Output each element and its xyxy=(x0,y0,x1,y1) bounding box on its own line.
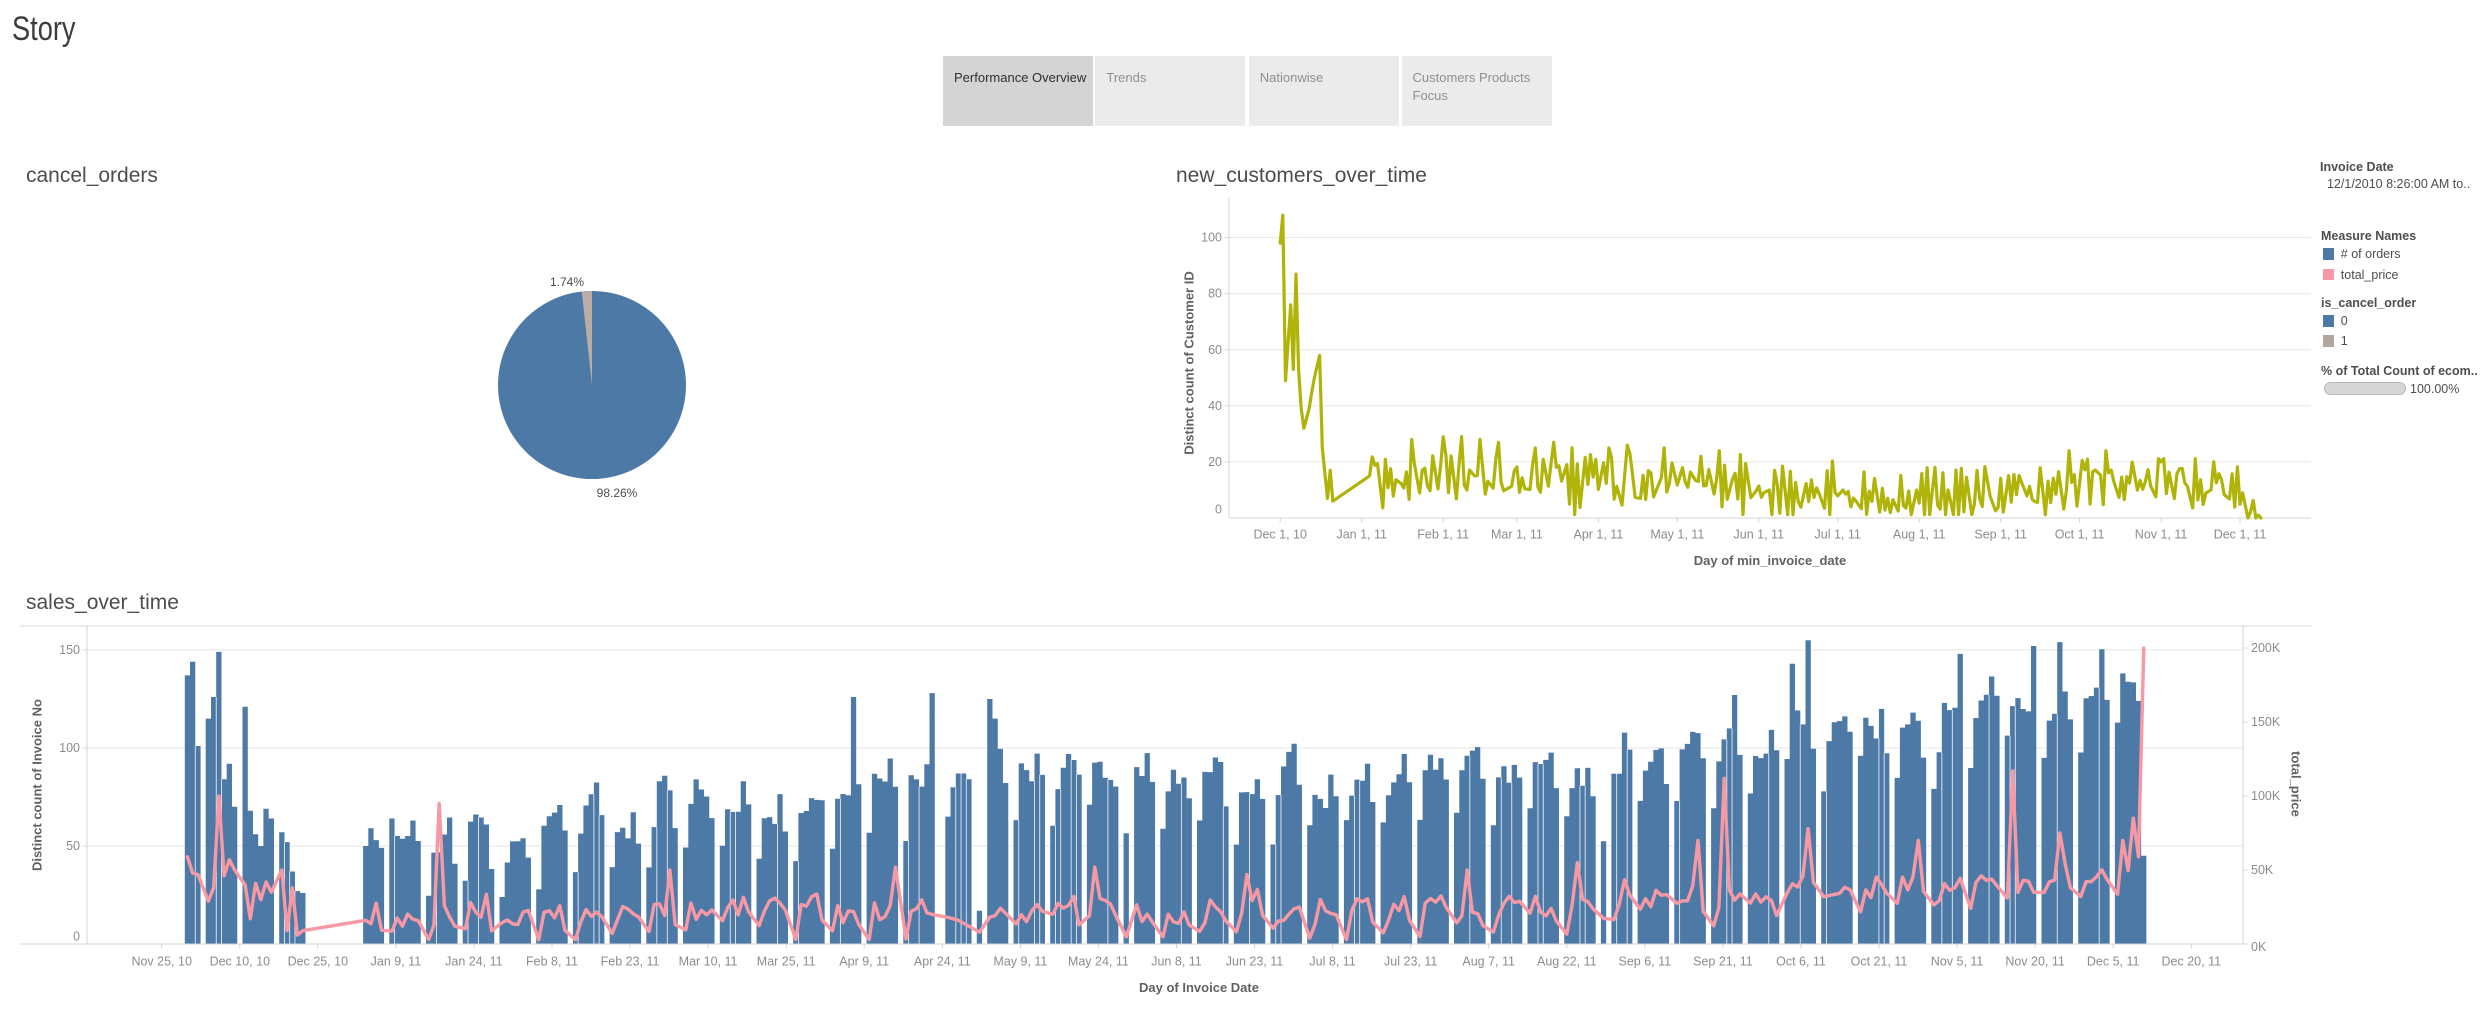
svg-text:Jul 1, 11: Jul 1, 11 xyxy=(1815,528,1861,542)
svg-text:Oct 21, 11: Oct 21, 11 xyxy=(1851,955,1908,969)
svg-text:0: 0 xyxy=(1215,503,1222,517)
svg-text:Feb 1, 11: Feb 1, 11 xyxy=(1417,528,1469,542)
svg-text:Dec 5, 11: Dec 5, 11 xyxy=(2087,955,2140,969)
svg-text:Nov 20, 11: Nov 20, 11 xyxy=(2005,955,2065,969)
svg-text:Aug 22, 11: Aug 22, 11 xyxy=(1537,955,1597,969)
svg-text:60: 60 xyxy=(1208,343,1222,357)
svg-text:20: 20 xyxy=(1208,455,1222,469)
svg-text:Dec 1, 11: Dec 1, 11 xyxy=(2214,528,2267,542)
svg-text:Jun 23, 11: Jun 23, 11 xyxy=(1226,955,1284,969)
svg-text:Apr 9, 11: Apr 9, 11 xyxy=(839,955,889,969)
svg-text:Sep 6, 11: Sep 6, 11 xyxy=(1619,955,1672,969)
svg-text:Nov 5, 11: Nov 5, 11 xyxy=(1931,955,1984,969)
svg-text:May 9, 11: May 9, 11 xyxy=(993,955,1047,969)
svg-text:0K: 0K xyxy=(2251,940,2267,954)
svg-text:Jan 1, 11: Jan 1, 11 xyxy=(1336,528,1387,542)
svg-text:Apr 1, 11: Apr 1, 11 xyxy=(1573,528,1623,542)
svg-text:Jul 8, 11: Jul 8, 11 xyxy=(1309,955,1355,969)
svg-text:Mar 10, 11: Mar 10, 11 xyxy=(679,955,738,969)
svg-text:May 24, 11: May 24, 11 xyxy=(1068,955,1129,969)
svg-text:80: 80 xyxy=(1208,287,1222,301)
svg-text:Dec 25, 10: Dec 25, 10 xyxy=(288,955,349,969)
svg-text:Mar 25, 11: Mar 25, 11 xyxy=(757,955,816,969)
svg-text:Feb 8, 11: Feb 8, 11 xyxy=(526,955,578,969)
svg-text:150: 150 xyxy=(59,643,80,657)
svg-text:Mar 1, 11: Mar 1, 11 xyxy=(1491,528,1543,542)
svg-text:50: 50 xyxy=(66,839,80,853)
svg-text:Jun 1, 11: Jun 1, 11 xyxy=(1734,528,1785,542)
svg-text:Sep 21, 11: Sep 21, 11 xyxy=(1693,955,1753,969)
svg-text:Jan 24, 11: Jan 24, 11 xyxy=(445,955,503,969)
svg-text:Oct 1, 11: Oct 1, 11 xyxy=(2055,528,2105,542)
svg-text:Nov 25, 10: Nov 25, 10 xyxy=(131,955,192,969)
svg-text:50K: 50K xyxy=(2251,863,2274,877)
svg-text:100: 100 xyxy=(1201,231,1222,245)
svg-text:Dec 20, 11: Dec 20, 11 xyxy=(2162,955,2222,969)
svg-text:200K: 200K xyxy=(2251,641,2281,655)
svg-text:Feb 23, 11: Feb 23, 11 xyxy=(601,955,660,969)
svg-text:Sep 1, 11: Sep 1, 11 xyxy=(1974,528,2027,542)
svg-text:Apr 24, 11: Apr 24, 11 xyxy=(914,955,971,969)
svg-text:Aug 7, 11: Aug 7, 11 xyxy=(1462,955,1515,969)
svg-text:100K: 100K xyxy=(2251,789,2281,803)
svg-text:40: 40 xyxy=(1208,399,1222,413)
svg-text:Oct 6, 11: Oct 6, 11 xyxy=(1776,955,1826,969)
svg-text:Jan 9, 11: Jan 9, 11 xyxy=(371,955,422,969)
svg-text:May 1, 11: May 1, 11 xyxy=(1650,528,1704,542)
svg-text:Jul 23, 11: Jul 23, 11 xyxy=(1384,955,1437,969)
svg-text:100: 100 xyxy=(59,741,80,755)
svg-text:Aug 1, 11: Aug 1, 11 xyxy=(1893,528,1946,542)
svg-text:Jun 8, 11: Jun 8, 11 xyxy=(1151,955,1202,969)
svg-text:150K: 150K xyxy=(2251,715,2281,729)
svg-text:0: 0 xyxy=(73,930,80,944)
svg-text:Dec 1, 10: Dec 1, 10 xyxy=(1253,528,1307,542)
svg-text:Nov 1, 11: Nov 1, 11 xyxy=(2135,528,2188,542)
svg-text:Dec 10, 10: Dec 10, 10 xyxy=(210,955,271,969)
